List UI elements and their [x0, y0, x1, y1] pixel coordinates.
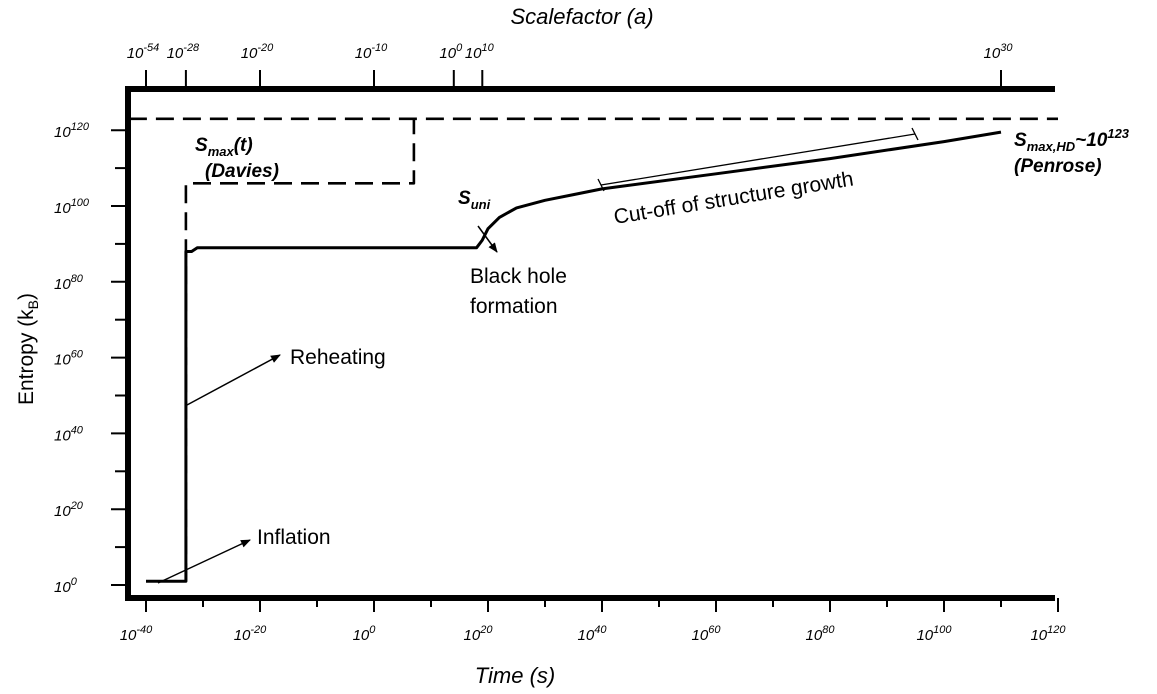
x2-tick-label: 1030 — [984, 42, 1014, 62]
x-tick-label: 100 — [353, 624, 377, 644]
y-tick-label: 100 — [54, 576, 78, 596]
x2-tick-label: 1010 — [465, 42, 495, 62]
x2-tick-label: 10-54 — [127, 42, 160, 62]
x-tick-label: 10120 — [1030, 624, 1066, 644]
y-axis-title: Entropy (kB) — [15, 293, 41, 405]
y-tick-label: 1080 — [54, 273, 84, 293]
y-tick-label: 10120 — [54, 121, 90, 141]
reheating-arrow — [186, 354, 281, 406]
y-tick-label: 1040 — [54, 424, 84, 444]
x-tick-label: 10-20 — [234, 624, 267, 644]
reheating-label: Reheating — [290, 346, 386, 369]
x2-tick-label: 10-20 — [241, 42, 274, 62]
davies-label: Smax(t) — [195, 135, 253, 159]
inflation-arrow — [157, 539, 251, 584]
y-tick-label: 1020 — [54, 500, 84, 520]
y-tick-label: 1060 — [54, 349, 84, 369]
black-hole-arrow — [477, 225, 498, 253]
x-tick-label: 10100 — [916, 624, 952, 644]
structure-cutoff-bracket — [597, 127, 919, 192]
x-tick-label: 1020 — [464, 624, 494, 644]
series-smax-t-davies — [184, 118, 416, 582]
x2-tick-label: 10-28 — [167, 42, 200, 62]
x-tick-label: 1040 — [578, 624, 608, 644]
x-axis-ticks: 10-40 10-20 100 1020 1040 1060 1080 10100 10120 — [120, 598, 1066, 644]
series-suni — [146, 130, 1002, 583]
x2-axis-title: Scalefactor (a) — [510, 4, 653, 29]
x-tick-label: 1080 — [806, 624, 836, 644]
y-axis-ticks: 100 1020 1040 1060 1080 10100 10120 — [54, 121, 128, 596]
x-axis-title: Time (s) — [475, 663, 555, 688]
black-hole-label-line2: formation — [470, 295, 558, 318]
x-tick-label: 1060 — [692, 624, 722, 644]
penrose-label: Smax,HD~10123 — [1014, 126, 1130, 154]
penrose-name: (Penrose) — [1014, 156, 1102, 177]
x2-axis-ticks: 10-54 10-28 10-20 10-10 100 1010 1030 — [127, 42, 1014, 89]
davies-name: (Davies) — [205, 161, 279, 182]
suni-label: Suni — [458, 188, 491, 212]
black-hole-label-line1: Black hole — [470, 265, 567, 288]
series-layer — [128, 117, 1058, 583]
x-tick-label: 10-40 — [120, 624, 153, 644]
x2-tick-label: 10-10 — [355, 42, 388, 62]
x2-tick-label: 100 — [439, 42, 463, 62]
inflation-label: Inflation — [257, 526, 331, 549]
y-tick-label: 10100 — [54, 197, 90, 217]
